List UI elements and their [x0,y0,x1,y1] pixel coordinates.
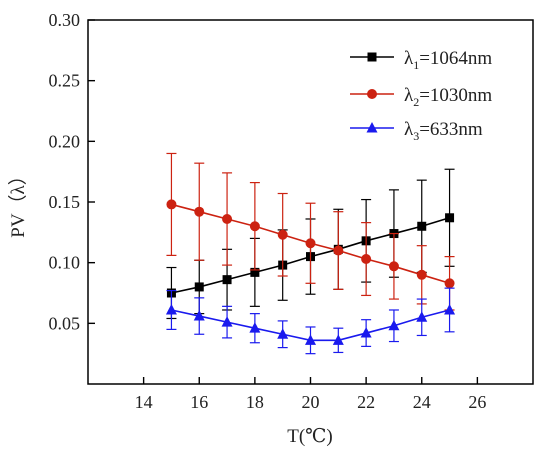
y-tick-label: 0.05 [49,313,81,333]
x-tick-label: 18 [246,392,264,412]
y-axis-ticks: 0.05 0.10 0.15 0.20 0.25 0.30 [49,10,95,333]
series-3 [165,287,456,355]
y-tick-label: 0.30 [49,10,81,30]
y-axis-label: PV（λ） [7,166,29,238]
data-point [333,245,344,256]
y-tick-label: 0.20 [49,131,81,151]
data-point [444,303,456,315]
legend-marker [367,52,377,62]
x-axis-label: T(℃) [287,426,333,447]
data-point [388,319,400,331]
x-axis-ticks: 14 16 18 20 22 24 26 [135,377,486,412]
data-point [194,282,204,292]
legend-label: λ3=633nm [404,119,483,143]
data-point [388,261,399,272]
data-point [277,229,288,240]
x-tick-label: 16 [190,392,208,412]
data-point [305,334,316,345]
legend-marker [366,122,378,133]
series-2 [166,152,455,311]
series-layer [165,152,456,355]
data-point [194,206,205,217]
data-point [249,322,261,333]
data-point [221,316,233,327]
y-tick-label: 0.10 [49,253,81,273]
data-point [277,328,289,339]
data-point [445,213,455,223]
x-tick-label: 14 [135,392,153,412]
data-point [417,221,427,231]
data-point [166,199,177,210]
data-point [249,221,260,232]
y-tick-label: 0.25 [49,71,81,91]
data-point [222,275,232,285]
legend-label: λ1=1064nm [404,48,492,72]
x-tick-label: 26 [468,392,486,412]
x-tick-label: 20 [302,392,320,412]
data-point [416,311,428,322]
data-point [165,303,177,315]
data-point [193,310,205,321]
legend-label: λ2=1030nm [404,85,492,109]
data-point [444,278,455,289]
legend: λ1=1064nm λ2=1030nm λ3=633nm [350,48,492,143]
x-tick-label: 22 [357,392,375,412]
x-tick-label: 24 [413,392,431,412]
data-point [222,213,233,224]
data-point [416,269,427,280]
data-point [250,267,260,277]
y-tick-label: 0.15 [49,192,81,212]
legend-marker [367,89,377,99]
data-point [332,334,344,345]
data-point [361,254,372,265]
data-point [305,238,316,249]
data-point [360,327,372,338]
